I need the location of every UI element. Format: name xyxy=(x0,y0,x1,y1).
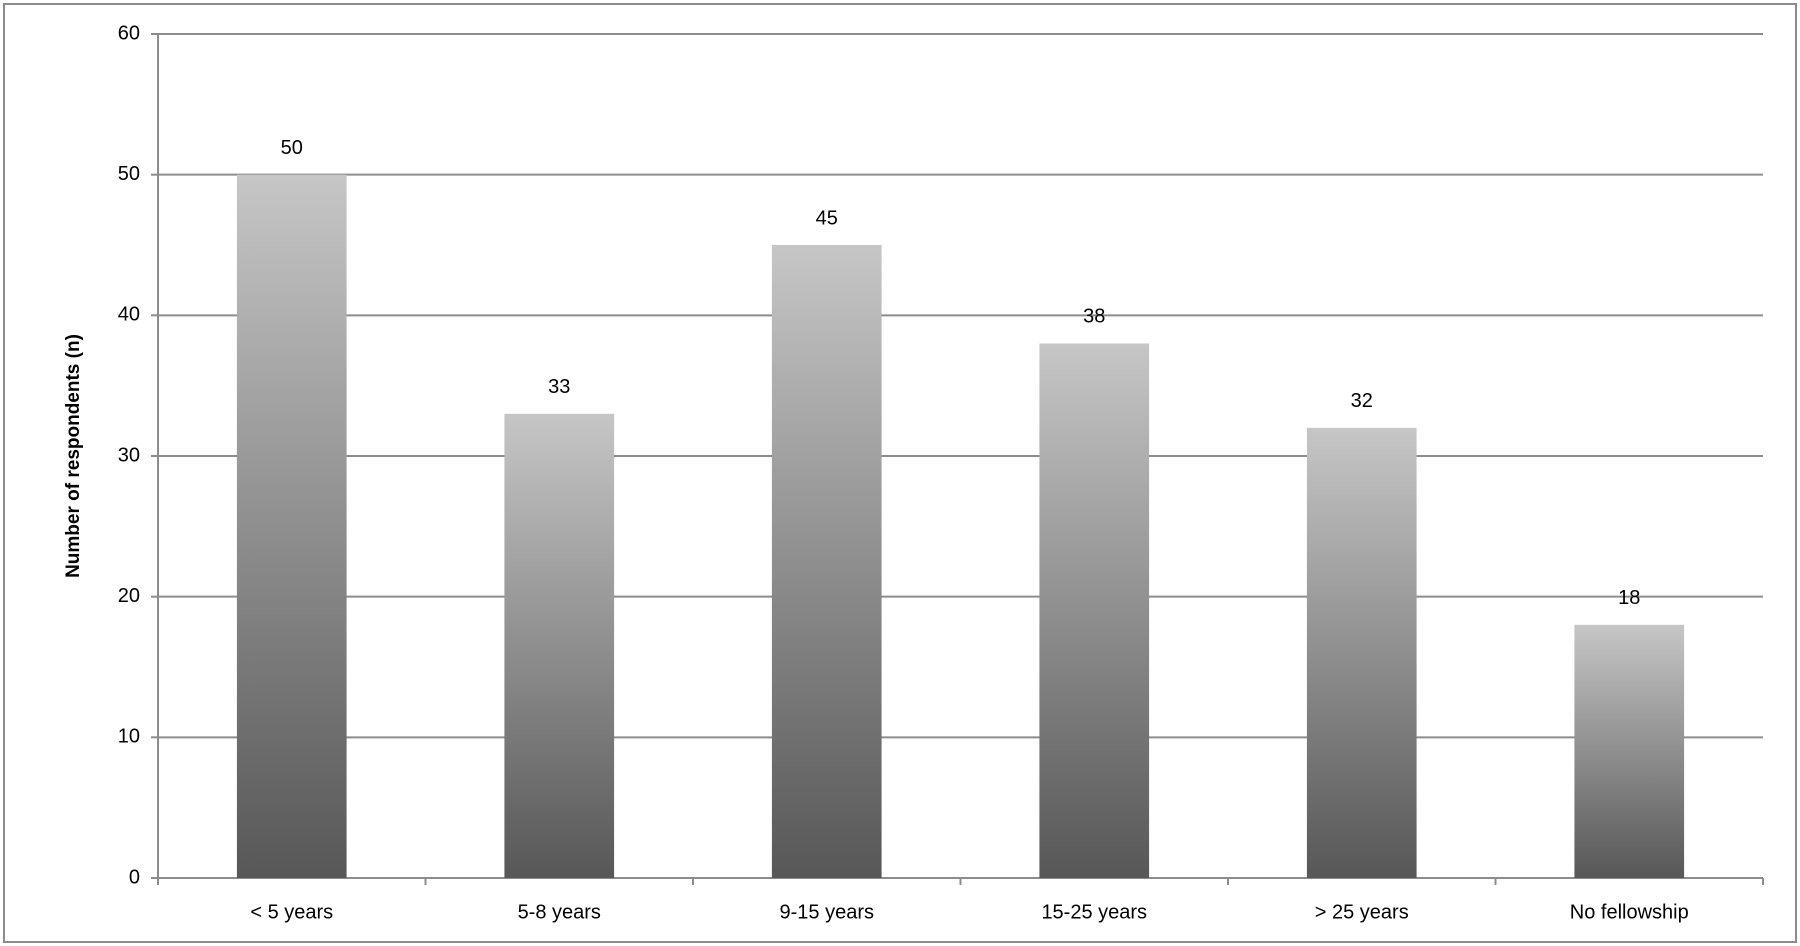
x-tick-label: 9-15 years xyxy=(780,901,875,923)
value-label: 33 xyxy=(548,376,570,398)
y-tick-label: 20 xyxy=(118,585,140,607)
bar xyxy=(236,174,347,878)
bar xyxy=(771,245,882,878)
value-label: 50 xyxy=(281,137,303,159)
y-tick-label: 0 xyxy=(129,866,140,888)
y-tick-label: 60 xyxy=(118,22,140,44)
y-tick-label: 50 xyxy=(118,163,140,185)
x-tick-label: 5-8 years xyxy=(518,901,601,923)
value-label: 45 xyxy=(816,207,838,229)
bar xyxy=(1574,624,1685,878)
x-tick-label: < 5 years xyxy=(250,901,333,923)
value-label: 38 xyxy=(1083,306,1105,328)
x-tick-label: No fellowship xyxy=(1570,901,1689,923)
bar xyxy=(1039,343,1150,878)
x-tick-label: > 25 years xyxy=(1315,901,1409,923)
bar xyxy=(1306,427,1417,878)
y-tick-label: 40 xyxy=(118,304,140,326)
value-label: 18 xyxy=(1618,587,1640,609)
y-tick-label: 30 xyxy=(118,444,140,466)
chart-border xyxy=(3,3,1797,943)
x-tick-label: 15-25 years xyxy=(1041,901,1147,923)
y-tick-label: 10 xyxy=(118,726,140,748)
y-axis-label: Number of respondents (n) xyxy=(63,334,84,578)
bar xyxy=(504,413,615,878)
value-label: 32 xyxy=(1351,390,1373,412)
